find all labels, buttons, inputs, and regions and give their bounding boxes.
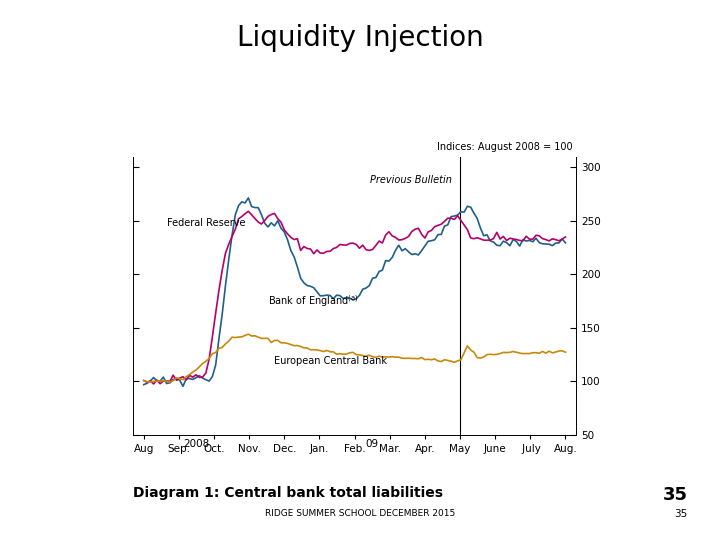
Text: 2008: 2008 [184,439,210,449]
Text: Diagram 1: Central bank total liabilities: Diagram 1: Central bank total liabilitie… [133,486,444,500]
Text: 35: 35 [662,486,688,504]
Text: Federal Reserve: Federal Reserve [166,218,245,228]
Text: Previous Bulletin: Previous Bulletin [370,175,451,185]
Text: RIDGE SUMMER SCHOOL DECEMBER 2015: RIDGE SUMMER SCHOOL DECEMBER 2015 [265,509,455,518]
Text: Bank of England$^{\rm (a)}$: Bank of England$^{\rm (a)}$ [269,293,359,309]
Text: 35: 35 [675,509,688,519]
Text: Indices: August 2008 = 100: Indices: August 2008 = 100 [437,142,572,152]
Text: European Central Bank: European Central Bank [274,356,387,366]
Text: 09: 09 [366,439,379,449]
Text: Liquidity Injection: Liquidity Injection [237,24,483,52]
